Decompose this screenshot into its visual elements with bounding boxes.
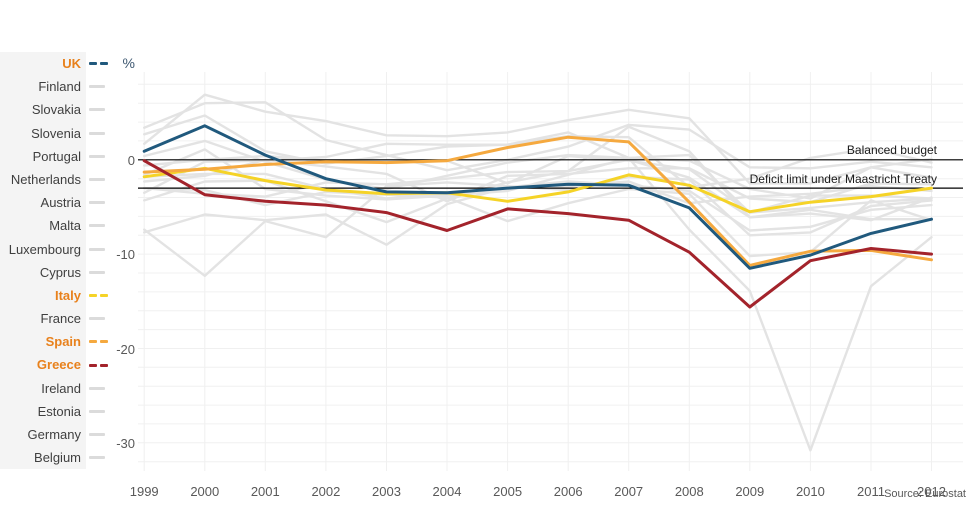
- series-line-france: [142, 172, 933, 232]
- series-line-slovenia: [142, 158, 933, 222]
- legend-country-label: Greece: [0, 353, 86, 377]
- x-tick-label: 2009: [735, 484, 764, 499]
- y-tick-0: 0: [127, 153, 135, 168]
- legend-line-swatch: [89, 154, 105, 158]
- legend-country-label: Malta: [0, 214, 86, 238]
- legend-country-label: UK: [0, 52, 86, 76]
- x-tick-label: 2003: [372, 484, 401, 499]
- legend-line-swatch: [89, 317, 105, 321]
- legend-country-label: Estonia: [0, 399, 86, 424]
- legend-item-slovakia[interactable]: Slovakia: [0, 98, 108, 122]
- x-tick-label: 2011: [857, 484, 885, 499]
- legend-item-netherlands[interactable]: Netherlands: [0, 167, 108, 192]
- legend-item-ireland[interactable]: Ireland: [0, 376, 108, 400]
- source-credit: Source: Eurostat: [884, 488, 966, 500]
- legend-item-france[interactable]: France: [0, 307, 108, 331]
- legend-country-label: Spain: [0, 330, 86, 354]
- series-line-ireland: [142, 114, 933, 452]
- legend-line-swatch: [89, 386, 105, 390]
- series-line-greece: [142, 159, 933, 309]
- x-tick-label: 2002: [311, 484, 340, 499]
- series-line-italy: [142, 166, 933, 214]
- balanced-budget-annotation: Balanced budget: [846, 143, 937, 157]
- legend-country-label: France: [0, 307, 86, 331]
- y-tick-m30: -30: [116, 436, 135, 451]
- legend-item-belgium[interactable]: Belgium: [0, 446, 108, 470]
- legend-item-germany[interactable]: Germany: [0, 423, 108, 447]
- country-legend: UK Finland Slovakia Slovenia Portugal Ne…: [0, 52, 108, 470]
- legend-line-swatch: [89, 178, 105, 182]
- legend-country-label: Slovakia: [0, 98, 86, 122]
- legend-line-swatch: [89, 62, 108, 66]
- x-tick-label: 2010: [796, 484, 825, 499]
- y-axis-unit-label: %: [122, 55, 135, 71]
- legend-country-label: Belgium: [0, 446, 86, 470]
- legend-country-label: Austria: [0, 191, 86, 215]
- legend-item-luxembourg[interactable]: Luxembourg: [0, 237, 108, 261]
- series-line-uk: [142, 124, 933, 270]
- legend-item-austria[interactable]: Austria: [0, 191, 108, 215]
- x-tick-label: 2004: [433, 484, 462, 499]
- legend-country-label: Portugal: [0, 144, 86, 168]
- legend-line-swatch: [89, 108, 105, 112]
- series-line-belgium: [142, 154, 933, 214]
- legend-country-label: Ireland: [0, 376, 86, 400]
- legend-line-swatch: [89, 409, 105, 413]
- legend-line-swatch: [89, 433, 105, 437]
- legend-line-swatch: [89, 247, 105, 251]
- legend-item-malta[interactable]: Malta: [0, 214, 108, 238]
- x-tick-label: 1999: [130, 484, 159, 499]
- legend-line-swatch: [89, 456, 105, 460]
- x-tick-label: 2005: [493, 484, 522, 499]
- series-line-luxembourg: [142, 101, 933, 172]
- legend-item-uk[interactable]: UK: [0, 52, 108, 76]
- legend-country-label: Luxembourg: [0, 237, 86, 261]
- legend-line-swatch: [89, 363, 108, 367]
- legend-line-swatch: [89, 224, 105, 228]
- series-line-germany: [142, 148, 933, 201]
- legend-item-greece[interactable]: Greece: [0, 353, 108, 377]
- series-line-cyprus: [142, 125, 933, 224]
- y-tick-m10: -10: [116, 247, 135, 262]
- legend-item-spain[interactable]: Spain: [0, 330, 108, 354]
- legend-country-label: Cyprus: [0, 260, 86, 284]
- legend-country-label: Italy: [0, 283, 86, 308]
- legend-line-swatch: [89, 270, 105, 274]
- legend-item-cyprus[interactable]: Cyprus: [0, 260, 108, 284]
- x-tick-label: 2007: [614, 484, 643, 499]
- legend-item-estonia[interactable]: Estonia: [0, 399, 108, 424]
- x-tick-label: 2008: [675, 484, 704, 499]
- legend-line-swatch: [89, 340, 108, 344]
- series-line-spain: [142, 135, 933, 267]
- legend-country-label: Netherlands: [0, 167, 86, 192]
- legend-line-swatch: [89, 131, 105, 135]
- legend-item-portugal[interactable]: Portugal: [0, 144, 108, 168]
- legend-item-italy[interactable]: Italy: [0, 283, 108, 308]
- legend-country-label: Finland: [0, 75, 86, 99]
- legend-line-swatch: [89, 85, 105, 89]
- x-tick-label: 2012: [917, 484, 946, 499]
- x-tick-label: 2001: [251, 484, 280, 499]
- legend-country-label: Slovenia: [0, 121, 86, 145]
- legend-line-swatch: [89, 293, 108, 297]
- series-line-finland: [142, 93, 933, 185]
- legend-country-label: Germany: [0, 423, 86, 447]
- y-tick-m20: -20: [116, 342, 135, 357]
- x-tick-label: 2006: [554, 484, 583, 499]
- x-tick-label: 2000: [190, 484, 219, 499]
- legend-item-slovenia[interactable]: Slovenia: [0, 121, 108, 145]
- maastricht-deficit-limit-annotation: Deficit limit under Maastricht Treaty: [749, 172, 937, 186]
- legend-line-swatch: [89, 201, 105, 205]
- legend-item-finland[interactable]: Finland: [0, 75, 108, 99]
